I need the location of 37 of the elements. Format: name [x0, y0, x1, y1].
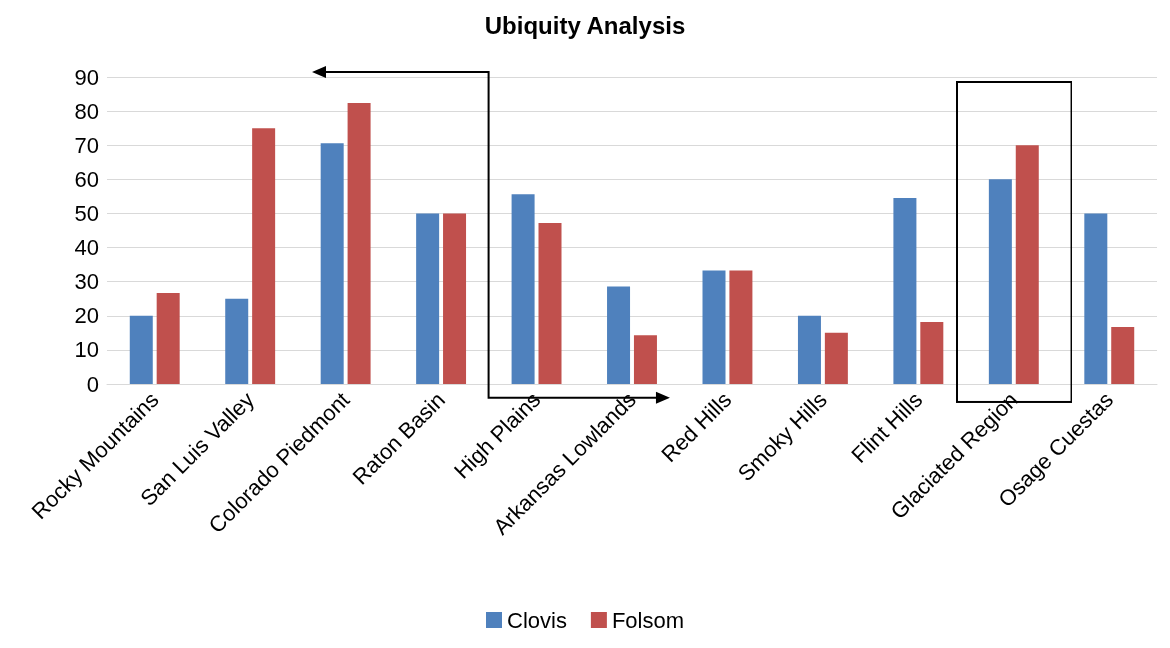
y-tick-label: 20 [74, 303, 99, 329]
bar [252, 128, 276, 384]
x-tick-label: Red Hills [656, 387, 737, 468]
y-tick-label: 30 [74, 269, 99, 295]
bar [225, 298, 249, 384]
x-tick-label: Flint Hills [846, 387, 928, 468]
bar [416, 213, 440, 384]
legend-label: Folsom [611, 607, 685, 633]
bar [797, 315, 821, 384]
bar [988, 179, 1012, 384]
y-tick-label: 90 [74, 64, 99, 90]
y-tick-label: 70 [74, 132, 99, 158]
bar [347, 102, 371, 384]
y-tick-label: 80 [74, 98, 99, 124]
bar [633, 335, 657, 384]
bar [1015, 145, 1039, 384]
bar [824, 332, 848, 384]
y-tick-label: 40 [74, 235, 99, 261]
y-tick-label: 60 [74, 166, 99, 192]
chart-title: Ubiquity Analysis [484, 11, 686, 39]
bar [1084, 213, 1108, 384]
legend-label: Clovis [506, 607, 567, 633]
bar [443, 213, 467, 384]
bar [893, 198, 917, 384]
y-tick-label: 10 [74, 337, 99, 363]
bar [156, 292, 180, 384]
bar [511, 194, 535, 384]
y-tick-label: 0 [86, 371, 99, 397]
bar [920, 321, 944, 384]
bar [729, 270, 753, 384]
bar [607, 286, 631, 384]
bar [1111, 327, 1135, 384]
bar [538, 223, 562, 384]
bar [320, 143, 344, 384]
bar [702, 270, 726, 384]
y-tick-label: 50 [74, 200, 99, 226]
bar [129, 315, 153, 384]
